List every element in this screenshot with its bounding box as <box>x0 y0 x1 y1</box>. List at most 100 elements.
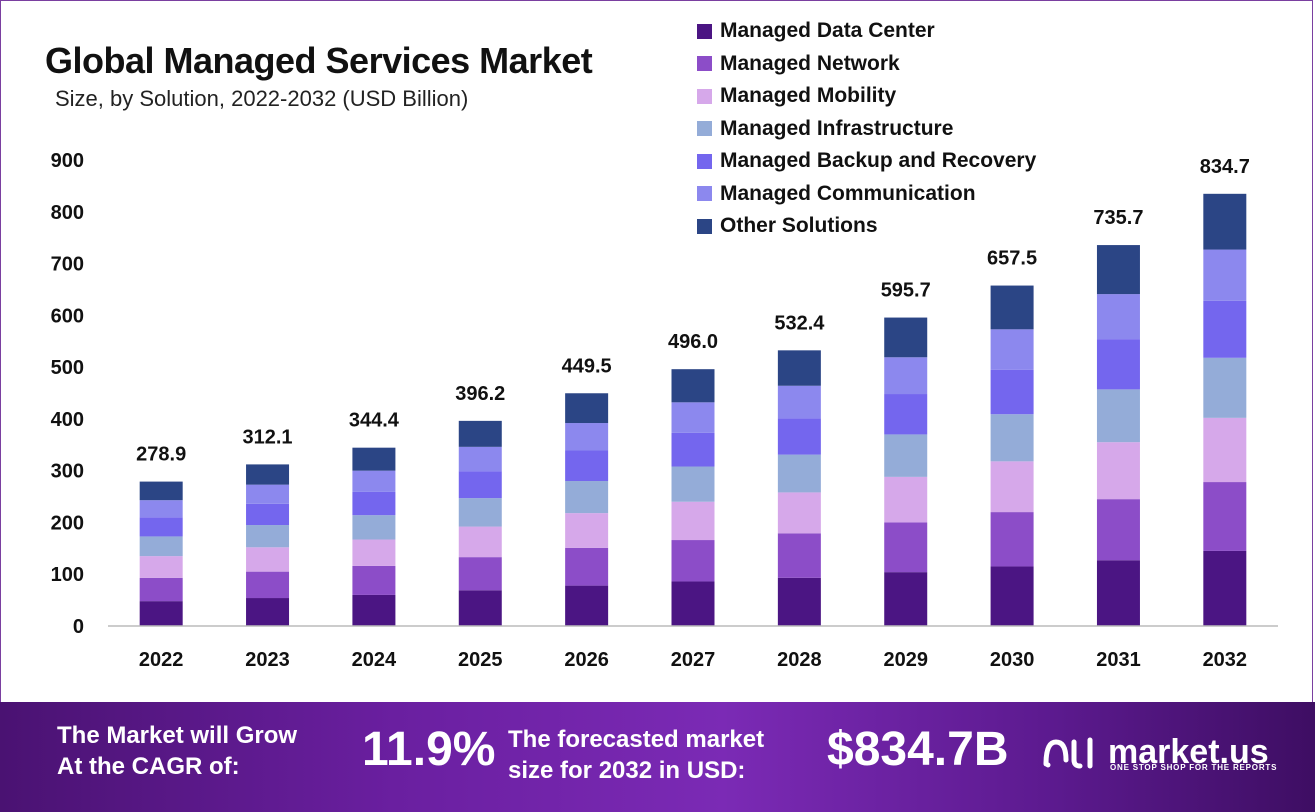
bar-segment <box>990 285 1034 330</box>
chart-title: Global Managed Services Market <box>45 40 593 81</box>
total-value-label: 834.7 <box>1200 156 1250 178</box>
x-tick-label: 2023 <box>245 649 290 671</box>
bar-segment <box>884 522 928 573</box>
bar-segment <box>884 357 928 395</box>
bar-segment <box>671 369 715 403</box>
y-tick-label: 500 <box>51 357 84 379</box>
bar-segment <box>777 350 821 386</box>
bar-segment <box>139 517 183 537</box>
bar-segment <box>671 466 715 502</box>
bar-segment <box>458 420 502 447</box>
legend-label: Managed Network <box>720 51 900 75</box>
bar-segment <box>458 526 502 558</box>
total-value-label: 449.5 <box>562 355 612 377</box>
chart-subtitle: Size, by Solution, 2022-2032 (USD Billio… <box>55 86 469 111</box>
bar-segment <box>458 557 502 591</box>
bar-segment <box>990 329 1034 370</box>
x-tick-label: 2022 <box>139 649 184 671</box>
bar-segment <box>1203 417 1247 483</box>
bar-segment <box>139 577 183 602</box>
legend-label: Managed Mobility <box>720 84 897 108</box>
bar-segment <box>1096 442 1140 500</box>
bar-segment <box>1096 560 1140 626</box>
legend-label: Managed Communication <box>720 181 976 205</box>
x-tick-label: 2030 <box>990 649 1035 671</box>
chart-legend: Managed Data Center Managed Network Manage… <box>697 15 1036 243</box>
bar-segment <box>352 447 396 471</box>
bar-segment <box>671 581 715 626</box>
stacked-bar-chart: 0 100 200 300 400 500 600 700 800 900 278.9 2022 312… <box>51 150 1278 671</box>
bar-segment <box>565 423 609 451</box>
legend-swatch <box>697 88 712 104</box>
logo-mark-icon <box>1043 737 1093 769</box>
bar-segment <box>352 594 396 626</box>
y-tick-label: 300 <box>51 461 84 483</box>
x-tick-label: 2026 <box>564 649 609 671</box>
bar-segment <box>246 547 290 572</box>
bar-segment <box>990 369 1034 415</box>
bar-segment <box>565 585 609 626</box>
bar-segment <box>458 471 502 499</box>
bar-segment <box>884 394 928 435</box>
cagr-label: The Market will Grow At the CAGR of: <box>57 720 297 782</box>
bar-segment <box>458 446 502 472</box>
bar-segment <box>671 402 715 433</box>
total-value-label: 278.9 <box>136 444 186 466</box>
footer-banner: The Market will Grow At the CAGR of: 11.… <box>0 702 1315 812</box>
legend-label: Managed Infrastructure <box>720 116 954 140</box>
bar-segment <box>246 525 290 548</box>
legend-label: Managed Data Center <box>720 19 935 43</box>
bar-segment <box>565 513 609 548</box>
legend-label: Managed Backup and Recovery <box>720 149 1037 173</box>
legend-swatch <box>697 218 712 234</box>
y-tick-label: 600 <box>51 305 84 327</box>
forecast-value: $834.7B <box>827 723 1009 776</box>
bar-segment <box>246 598 290 626</box>
bar-segment <box>777 492 821 534</box>
bar-segment <box>777 385 821 419</box>
bar-segment <box>458 498 502 527</box>
bar-segment <box>139 481 183 501</box>
total-value-label: 344.4 <box>349 410 400 432</box>
bar-segment <box>671 432 715 467</box>
y-tick-label: 900 <box>51 150 84 172</box>
bar-segment <box>246 464 290 485</box>
bar-segment <box>1203 357 1247 418</box>
bar-segment <box>565 393 609 424</box>
total-value-label: 312.1 <box>243 426 293 448</box>
bar-segment <box>990 414 1034 462</box>
y-tick-label: 800 <box>51 202 84 224</box>
cagr-label-line1: The Market will Grow <box>57 722 298 749</box>
total-value-label: 532.4 <box>774 312 825 334</box>
x-tick-label: 2025 <box>458 649 503 671</box>
bar-segment <box>139 500 183 518</box>
bar-segment <box>990 461 1034 513</box>
bar-segment <box>352 470 396 492</box>
bar-segment <box>246 484 290 504</box>
bar-segment <box>1096 294 1140 340</box>
forecast-label: The forecasted market size for 2032 in U… <box>508 724 764 786</box>
total-value-label: 735.7 <box>1093 207 1143 229</box>
bar-segment <box>352 565 396 595</box>
bar-segment <box>884 434 928 477</box>
bar-segment <box>1203 550 1247 626</box>
x-tick-label: 2024 <box>352 649 397 671</box>
bar-segment <box>1096 245 1140 295</box>
bar-segment <box>246 503 290 526</box>
legend-item: Managed Mobility <box>697 80 1036 113</box>
bar-segment <box>139 601 183 626</box>
market-us-logo[interactable]: market.us <box>1040 732 1269 772</box>
bar-segment <box>671 501 715 541</box>
logo-tagline: ONE STOP SHOP FOR THE REPORTS <box>1110 763 1278 772</box>
bar-segment <box>565 481 609 514</box>
legend-item: Managed Communication <box>697 178 1036 211</box>
bar-segment <box>884 476 928 523</box>
bar-segment <box>1203 300 1247 358</box>
x-tick-label: 2031 <box>1096 649 1141 671</box>
bar-segment <box>352 491 396 516</box>
cagr-value: 11.9% <box>362 723 496 776</box>
legend-item: Managed Data Center <box>697 15 1036 48</box>
bar-segment <box>565 547 609 586</box>
x-tick-label: 2027 <box>671 649 716 671</box>
legend-label: Other Solutions <box>720 214 878 238</box>
